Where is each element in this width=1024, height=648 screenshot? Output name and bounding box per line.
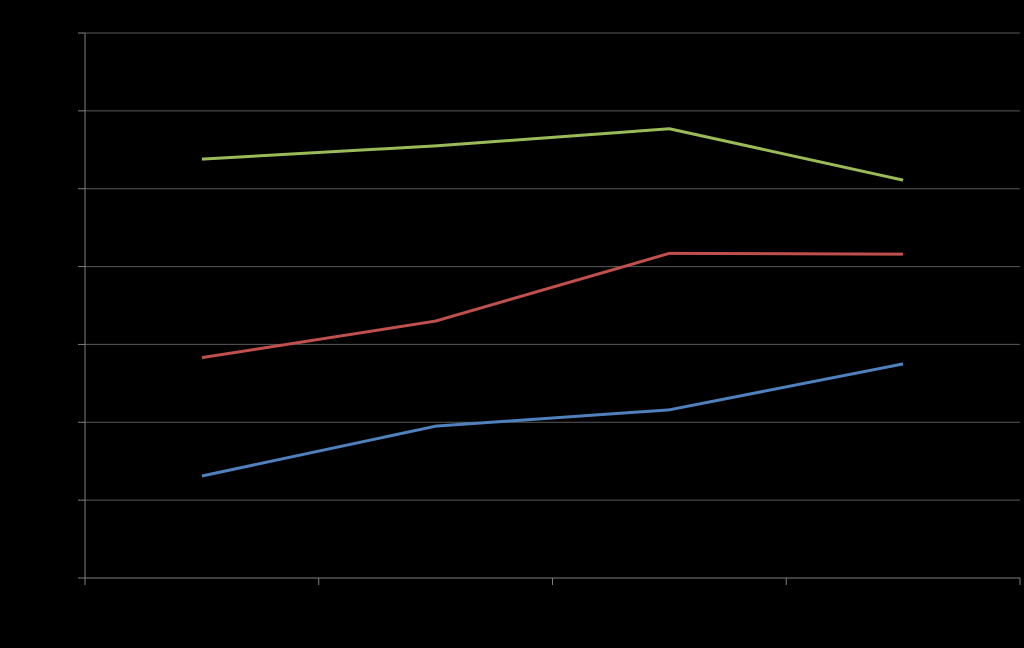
- series-line: [201, 362, 904, 478]
- series-line: [201, 127, 904, 182]
- series-line: [201, 251, 904, 360]
